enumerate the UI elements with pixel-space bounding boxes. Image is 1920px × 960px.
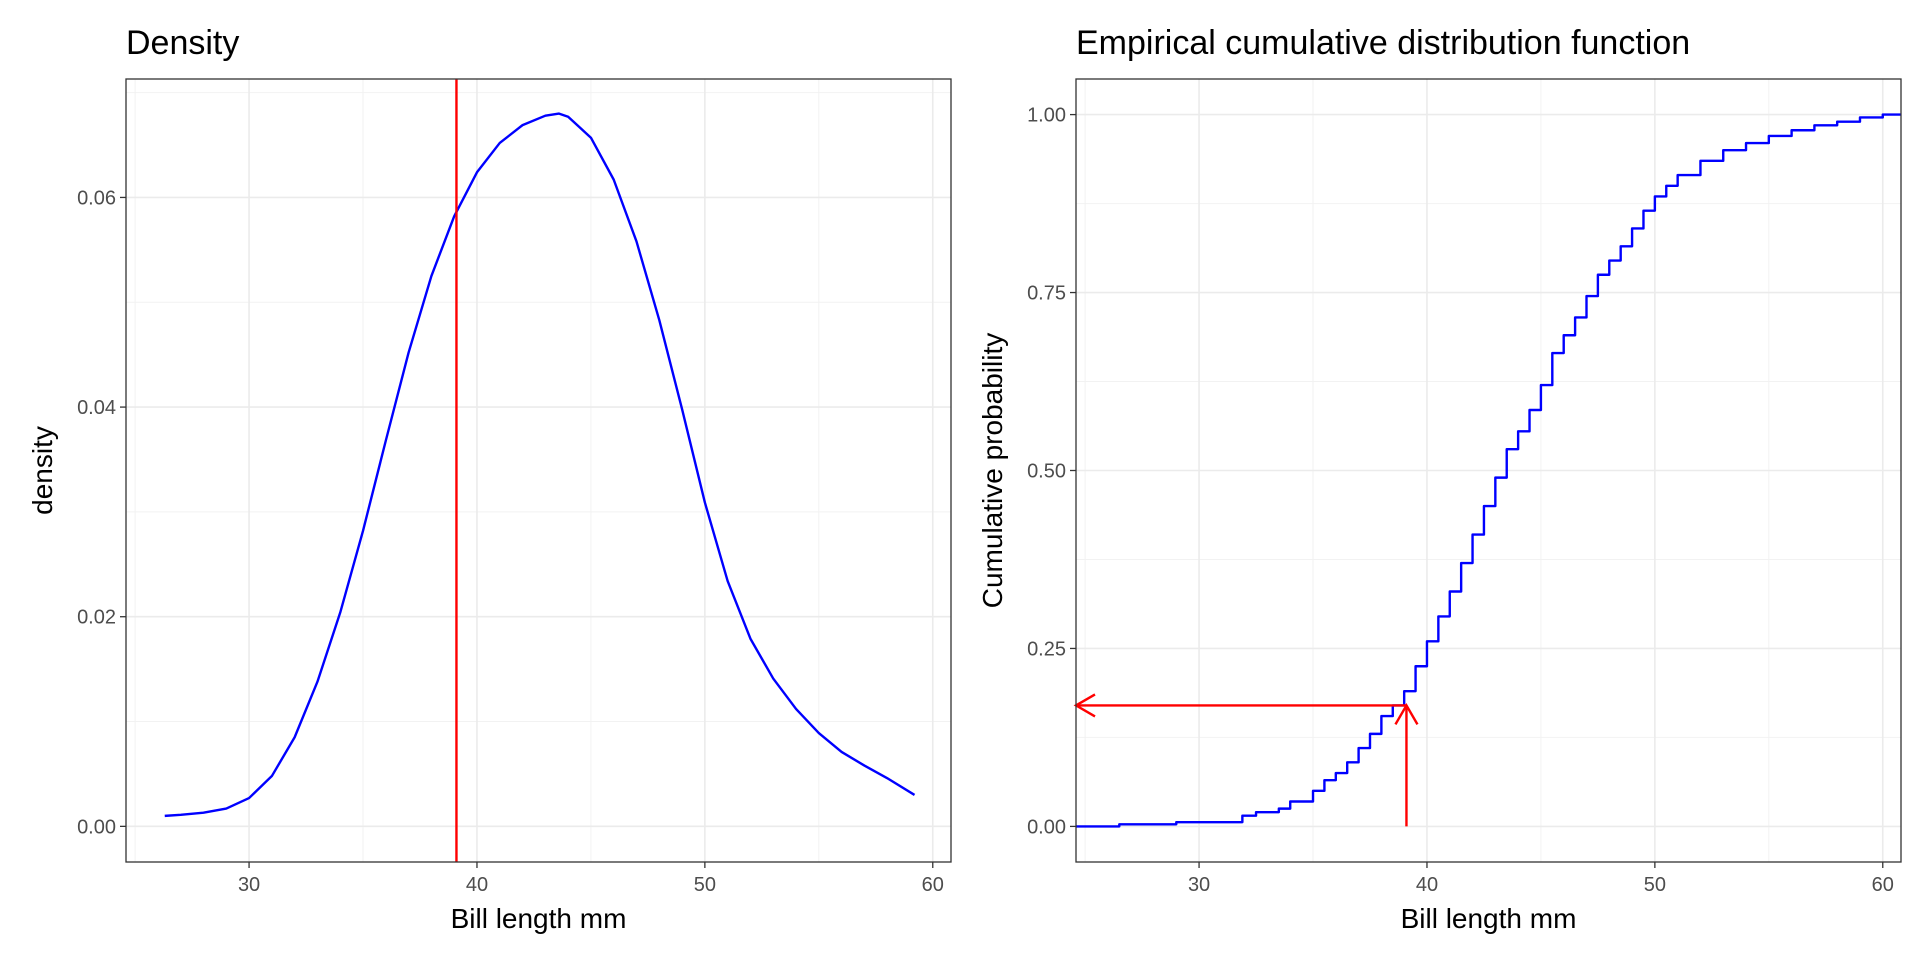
ecdf-grid — [1076, 79, 1901, 862]
ecdf-x-tick-label: 40 — [1416, 874, 1438, 896]
density-axes: 30 40 50 60 0.00 0.02 0.04 0.06 — [77, 187, 944, 896]
density-x-tick-label: 30 — [238, 874, 260, 896]
ecdf-vertical-arrowhead — [1394, 703, 1419, 726]
ecdf-series-layer — [1076, 113, 1901, 828]
ecdf-x-tick-label: 50 — [1644, 874, 1666, 896]
ecdf-y-tick-label: 1.00 — [1027, 105, 1066, 127]
ecdf-axes: 30 40 50 60 0.00 0.25 0.50 0.75 1.00 — [1027, 105, 1894, 896]
ecdf-x-tick-label: 30 — [1188, 874, 1210, 896]
density-x-tick-label: 40 — [466, 874, 488, 896]
ecdf-y-tick-label: 0.75 — [1027, 283, 1066, 305]
density-x-tick-label: 50 — [694, 874, 716, 896]
ecdf-y-tick-label: 0.00 — [1027, 816, 1066, 838]
ecdf-title: Empirical cumulative distribution functi… — [1076, 24, 1690, 62]
ecdf-x-axis-title: Bill length mm — [1401, 903, 1577, 934]
density-x-tick-label: 60 — [922, 874, 944, 896]
density-y-tick-label: 0.06 — [77, 187, 116, 209]
ecdf-curve — [1076, 113, 1901, 828]
density-grid — [126, 79, 951, 862]
ecdf-y-axis-title: Cumulative probability — [977, 333, 1008, 608]
ecdf-panel: Empirical cumulative distribution functi… — [977, 24, 1902, 934]
density-y-axis-title: density — [27, 426, 58, 515]
density-title: Density — [126, 24, 239, 62]
density-panel-border — [125, 78, 952, 863]
density-y-tick-label: 0.02 — [77, 607, 116, 629]
density-x-axis-title: Bill length mm — [451, 903, 627, 934]
density-y-tick-label: 0.04 — [77, 397, 116, 419]
ecdf-x-tick-label: 60 — [1872, 874, 1894, 896]
ecdf-y-tick-label: 0.50 — [1027, 461, 1066, 483]
density-series-layer — [164, 112, 916, 818]
ecdf-annotation-layer — [1073, 693, 1419, 827]
density-y-tick-label: 0.00 — [77, 816, 116, 838]
density-curve — [164, 112, 916, 818]
density-panel: Density 30 40 50 60 0.00 0.02 0.04 0.06 Bill le… — [27, 24, 952, 934]
ecdf-y-tick-label: 0.25 — [1027, 638, 1066, 660]
